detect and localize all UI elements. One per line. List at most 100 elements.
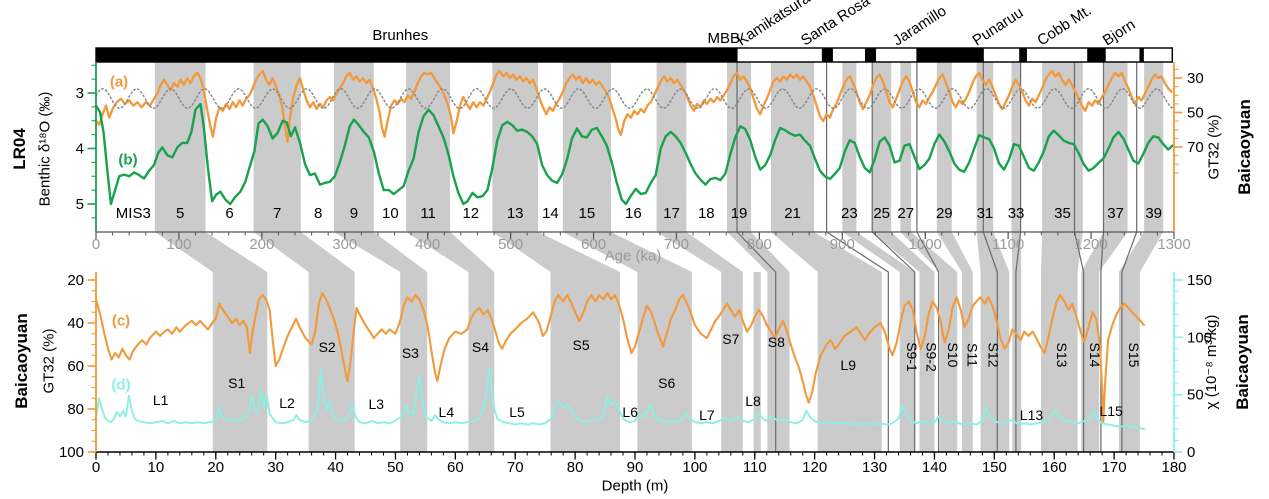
age-tick-label: 200 (249, 236, 274, 253)
gt32-top-tick-label: 30 (1187, 70, 1204, 87)
polarity-reversed (831, 47, 867, 63)
unit-label-S1: S1 (228, 375, 245, 391)
unit-label-S13: S13 (1054, 343, 1070, 368)
tie-line (825, 61, 889, 453)
unit-label-S11: S11 (964, 343, 980, 367)
soil-band-S4 (468, 272, 495, 452)
chron-label-Brunhes: Brunhes (372, 27, 428, 44)
top-left-group-label: LR04 (10, 128, 29, 170)
mis-label-17: 17 (663, 205, 680, 222)
tie-line (736, 61, 777, 453)
correlation-band (562, 232, 692, 272)
correlation-band (1041, 232, 1083, 272)
mis-label-16: 16 (625, 205, 642, 222)
susceptibility-curve (95, 366, 1146, 431)
chron-label-Bjorn: Bjorn (1100, 16, 1139, 49)
gt32-bottom-tick-label: 100 (59, 444, 84, 461)
age-tick-label: 1000 (909, 236, 942, 253)
depth-tick-label: 80 (567, 459, 584, 476)
depth-axis-title: Depth (m) (601, 477, 669, 495)
tie-line (982, 61, 998, 453)
mis-label-5: 5 (176, 205, 184, 222)
unit-label-S8: S8 (768, 334, 785, 350)
depth-tick-label: 120 (802, 459, 827, 476)
polarity-reversed (1025, 47, 1089, 63)
depth-tick-label: 20 (207, 459, 224, 476)
mis-label-19: 19 (731, 205, 748, 222)
unit-label-S3: S3 (402, 345, 419, 361)
bottom-left-axis-title: GT32 (%) (40, 328, 58, 394)
age-axis-title: Age (ka) (604, 247, 662, 265)
mis-band-39 (1144, 62, 1164, 232)
unit-label-S7: S7 (722, 331, 739, 347)
depth-tick-label: 170 (1102, 459, 1127, 476)
polarity-normal (1019, 48, 1027, 62)
series-d-tag: (d) (111, 376, 131, 394)
gt32-bottom-tick-label: 60 (67, 358, 84, 375)
mis-label-29: 29 (936, 205, 953, 222)
correlation-band (842, 232, 915, 272)
unit-label-S15: S15 (1126, 343, 1142, 368)
top-left-axis-title: Benthic δ¹⁸O (‰) (36, 91, 54, 207)
unit-label-L1: L1 (153, 392, 169, 408)
series-c-tag: (c) (111, 312, 131, 330)
mis-label-12: 12 (462, 205, 479, 222)
top-right-axis-title: GT32 (%) (1205, 114, 1223, 180)
soil-band-S2 (308, 272, 355, 452)
unit-label-S10: S10 (945, 343, 961, 368)
age-tick-label: 1300 (1157, 236, 1190, 253)
correlation-band (771, 232, 882, 272)
depth-tick-label: 160 (1042, 459, 1067, 476)
mis-label-35: 35 (1054, 205, 1071, 222)
correlation-band (406, 232, 495, 272)
polarity-normal (822, 48, 833, 62)
age-tick-label: 900 (830, 236, 855, 253)
age-tick-label: 600 (581, 236, 606, 253)
unit-label-S5: S5 (573, 337, 590, 353)
unit-label-L4: L4 (439, 404, 455, 420)
mis-label-33: 33 (1008, 205, 1025, 222)
mis-label-23: 23 (841, 205, 858, 222)
chi-tick-label: 50 (1187, 387, 1204, 404)
depth-tick-label: 110 (743, 459, 767, 476)
unit-label-L2: L2 (279, 395, 295, 411)
mis-band-33 (1011, 62, 1021, 232)
polarity-reversed (874, 47, 918, 63)
mis-band-27 (900, 62, 912, 232)
correlation-band (656, 232, 743, 272)
mis-label-15: 15 (579, 205, 596, 222)
tie-line (1121, 61, 1138, 453)
correlation-band (872, 232, 935, 272)
mis-label-13: 13 (507, 205, 524, 222)
age-tick-label: 800 (747, 236, 772, 253)
unit-label-S12: S12 (985, 343, 1001, 368)
depth-tick-label: 30 (267, 459, 284, 476)
unit-label-S2: S2 (319, 339, 336, 355)
correlation-band (1118, 232, 1164, 272)
benthic-tick-label: 3 (76, 85, 84, 102)
depth-tick-label: 140 (922, 459, 947, 476)
benthic-tick-label: 4 (76, 141, 84, 158)
depth-tick-label: 180 (1161, 459, 1186, 476)
bottom-right-group-label: Baicaoyuan (1233, 314, 1252, 410)
gt32-bottom-tick-label: 80 (67, 401, 84, 418)
correlation-band (727, 232, 790, 272)
polarity-reversed (736, 47, 823, 63)
polarity-normal (916, 48, 984, 62)
unit-label-S9-1: S9-1 (904, 342, 920, 372)
gt32-bottom-tick-label: 40 (67, 315, 84, 332)
unit-label-S9-2: S9-2 (924, 342, 940, 372)
unit-label-L7: L7 (699, 407, 715, 423)
soil-band-S10 (939, 272, 958, 452)
depth-tick-label: 50 (387, 459, 404, 476)
soil-band-unlabeled (1012, 272, 1022, 452)
age-tick-label: 500 (498, 236, 523, 253)
mis-label-27: 27 (897, 205, 914, 222)
correlation-band (253, 232, 355, 272)
age-tick-label: 0 (92, 236, 100, 253)
mis-label-39: 39 (1145, 205, 1162, 222)
soil-band-S11 (961, 272, 973, 452)
chron-label-Punaruu: Punaruu (970, 4, 1027, 49)
unit-label-L5: L5 (509, 404, 525, 420)
